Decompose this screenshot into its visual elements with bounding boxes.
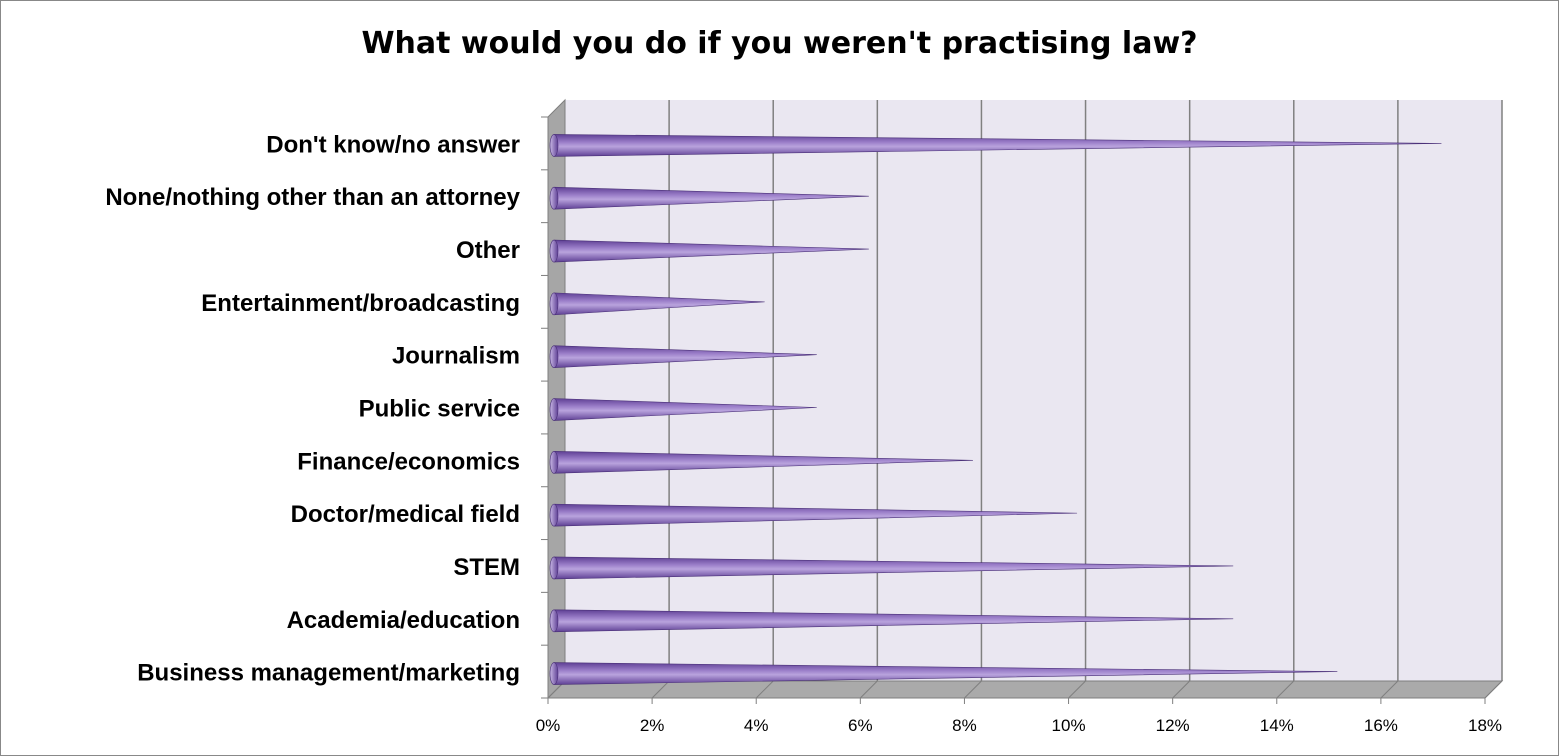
category-label: Finance/economics	[297, 448, 520, 475]
cone-base	[549, 503, 559, 527]
category-label: Other	[456, 237, 520, 264]
floor-gridline	[1068, 680, 1086, 699]
category-label: Don't know/no answer	[266, 131, 520, 158]
cone-base	[549, 609, 559, 633]
cone-base	[549, 398, 559, 421]
category-label: Journalism	[392, 343, 520, 370]
cone-base	[549, 134, 559, 157]
floor-gridline	[964, 680, 982, 699]
floor-gridline	[1380, 680, 1399, 699]
floor-gridline	[1172, 680, 1191, 699]
chart-title: What would you do if you weren't practis…	[361, 26, 1198, 61]
cone-base	[549, 292, 559, 316]
category-label: None/nothing other than an attorney	[105, 184, 520, 211]
category-label: Business management/marketing	[137, 660, 520, 687]
floor-gridline	[651, 680, 670, 699]
x-tick-label: 4%	[744, 716, 769, 735]
cone-base	[549, 239, 559, 263]
x-tick-label: 14%	[1260, 716, 1294, 735]
x-tick-label: 12%	[1156, 716, 1190, 735]
x-tick-label: 0%	[536, 716, 561, 735]
x-tick-label: 18%	[1468, 716, 1502, 735]
x-tick-label: 8%	[952, 716, 977, 735]
x-tick-label: 2%	[640, 716, 665, 735]
cone-base	[549, 451, 559, 474]
cone-base	[549, 186, 559, 210]
category-label: Public service	[359, 396, 520, 423]
cone-base	[549, 556, 559, 580]
x-tick-label: 6%	[848, 716, 873, 735]
category-label: Entertainment/broadcasting	[201, 290, 520, 317]
floor-gridline	[755, 680, 774, 699]
category-label: Academia/education	[287, 607, 520, 634]
x-tick-label: 16%	[1364, 716, 1398, 735]
floor-gridline	[1484, 680, 1503, 699]
category-label: STEM	[453, 554, 520, 581]
floor	[546, 680, 1504, 699]
x-tick-label: 10%	[1052, 716, 1086, 735]
category-label: Doctor/medical field	[291, 501, 520, 528]
cone-base	[549, 662, 559, 685]
floor-gridline	[1276, 680, 1295, 699]
back-wall	[565, 100, 1502, 681]
floor-gridline	[859, 680, 878, 699]
cone-base	[549, 345, 559, 368]
